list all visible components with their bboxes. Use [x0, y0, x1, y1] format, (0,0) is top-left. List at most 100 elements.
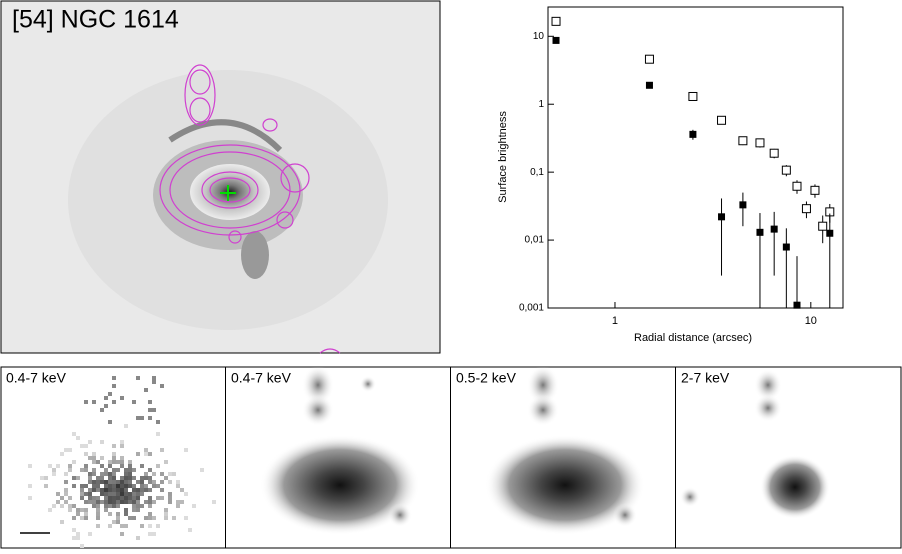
- pixel: [92, 456, 96, 460]
- pixel: [112, 444, 116, 448]
- pixel: [136, 536, 140, 540]
- pixel: [68, 504, 72, 508]
- y-tick-label: 10: [533, 31, 545, 42]
- pixel: [72, 536, 76, 540]
- data-point: [769, 148, 779, 158]
- pixel: [96, 504, 100, 508]
- pixel: [120, 532, 124, 536]
- pixel: [108, 484, 112, 488]
- y-tick-label: 0,1: [530, 167, 544, 178]
- pixel: [60, 520, 64, 524]
- pixel: [136, 416, 140, 420]
- pixel: [120, 440, 124, 444]
- pixel: [120, 484, 124, 488]
- pixel: [116, 496, 120, 500]
- pixel: [88, 500, 92, 504]
- pixel: [116, 500, 120, 504]
- pixel: [132, 488, 136, 492]
- pixel: [124, 488, 128, 492]
- pixel: [120, 496, 124, 500]
- data-point: [756, 228, 764, 236]
- pixel: [96, 460, 100, 464]
- pixel: [120, 464, 124, 468]
- y-axis-label: Surface brightness: [497, 111, 509, 203]
- pixel: [136, 496, 140, 500]
- pixel: [76, 532, 80, 536]
- pixel: [108, 476, 112, 480]
- pixel: [140, 480, 144, 484]
- pixel: [120, 488, 124, 492]
- pixel: [124, 496, 128, 500]
- pixel: [76, 436, 80, 440]
- pixel: [176, 504, 180, 508]
- pixel: [84, 512, 88, 516]
- pixel: [104, 468, 108, 472]
- pixel: [120, 456, 124, 460]
- pixel: [72, 516, 76, 520]
- pixel: [72, 460, 76, 464]
- pixel: [112, 452, 116, 456]
- pixel: [92, 480, 96, 484]
- pixel: [108, 524, 112, 528]
- pixel: [84, 492, 88, 496]
- pixel: [60, 452, 64, 456]
- pixel: [100, 500, 104, 504]
- data-point: [718, 213, 726, 221]
- pixel: [116, 512, 120, 516]
- pixel: [124, 476, 128, 480]
- pixel: [68, 464, 72, 468]
- y-tick-label: 0,001: [519, 303, 544, 314]
- pixel: [124, 500, 128, 504]
- pixel: [140, 488, 144, 492]
- pixel: [164, 460, 168, 464]
- pixel: [84, 444, 88, 448]
- pixel: [152, 516, 156, 520]
- pixel: [88, 496, 92, 500]
- xray-panels: [0, 366, 902, 549]
- pixel: [140, 524, 144, 528]
- pixel: [52, 468, 56, 472]
- pixel: [120, 476, 124, 480]
- pixel: [56, 464, 60, 468]
- pixel: [156, 524, 160, 528]
- pixel: [104, 504, 108, 508]
- pixel: [72, 432, 76, 436]
- pixel: [148, 400, 152, 404]
- pixel: [72, 528, 76, 532]
- pixel: [172, 516, 176, 520]
- data-point: [781, 165, 791, 175]
- optical-image: [54] NGC 1614: [0, 0, 441, 354]
- pixel: [124, 524, 128, 528]
- x-axis-label: Radial distance (arcsec): [634, 332, 752, 344]
- pixel: [132, 484, 136, 488]
- panel-label: 0.4-7 keV: [6, 370, 67, 386]
- plot-frame: [547, 6, 844, 309]
- pixel: [44, 476, 48, 480]
- pixel: [160, 384, 164, 388]
- pixel: [84, 464, 88, 468]
- pixel: [128, 480, 132, 484]
- pixel: [80, 544, 84, 548]
- pixel: [144, 476, 148, 480]
- data-point: [689, 130, 697, 138]
- pixel: [156, 484, 160, 488]
- pixel: [132, 468, 136, 472]
- pixel: [120, 460, 124, 464]
- pixel: [88, 476, 92, 480]
- pixel: [100, 476, 104, 480]
- pixel: [112, 476, 116, 480]
- pixel: [96, 496, 100, 500]
- pixel: [84, 452, 88, 456]
- data-point: [810, 185, 820, 195]
- panel-label: 0.5-2 keV: [456, 370, 517, 386]
- pixel: [128, 460, 132, 464]
- data-point: [552, 36, 560, 44]
- pixel: [120, 480, 124, 484]
- pixel: [28, 496, 32, 500]
- pixel: [148, 500, 152, 504]
- pixel: [172, 472, 176, 476]
- pixel: [64, 488, 68, 492]
- pixel: [68, 508, 72, 512]
- data-point: [738, 136, 748, 146]
